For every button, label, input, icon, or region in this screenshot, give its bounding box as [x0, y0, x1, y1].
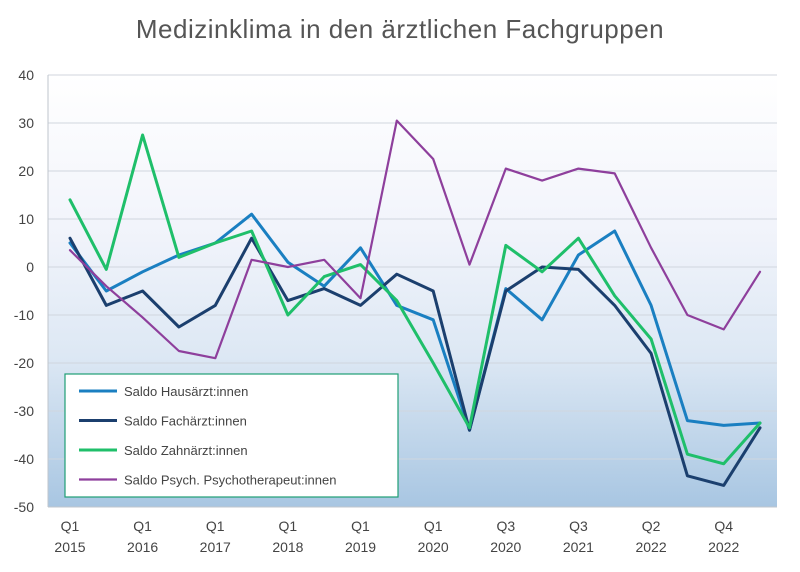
legend-label: Saldo Fachärzt:innen: [124, 414, 247, 429]
x-tick-label-quarter: Q3: [496, 518, 515, 534]
x-tick-label-quarter: Q1: [133, 518, 152, 534]
x-tick-label-year: 2017: [200, 539, 231, 555]
y-tick-label: 10: [18, 211, 34, 227]
x-tick-label-year: 2016: [127, 539, 158, 555]
x-tick-label-year: 2022: [708, 539, 739, 555]
series-line-4: [68, 119, 762, 360]
x-tick-label-year: 2021: [563, 539, 594, 555]
y-tick-label: -10: [14, 307, 34, 323]
legend-label: Saldo Hausärzt:innen: [124, 384, 248, 399]
y-tick-label: -50: [14, 499, 34, 515]
y-tick-label: 20: [18, 163, 34, 179]
axes: 40 30 20 10 0 -10 -20 -30 -40 -50 Q1 2015 Q1 2016 Q1 20…: [14, 67, 777, 555]
legend-label: Saldo Zahnärzt:innen: [124, 443, 248, 458]
series-line-1: [68, 212, 762, 432]
y-tick-label: 40: [18, 67, 34, 83]
x-tick-label-quarter: Q2: [642, 518, 661, 534]
x-tick-label-year: 2015: [54, 539, 85, 555]
y-tick-label: -20: [14, 355, 34, 371]
x-tick-label-quarter: Q1: [61, 518, 80, 534]
legend-box: [64, 373, 399, 498]
x-tick-label-year: 2018: [272, 539, 303, 555]
x-tick-label-year: 2019: [345, 539, 376, 555]
x-tick-label-year: 2020: [490, 539, 521, 555]
x-tick-label-quarter: Q3: [569, 518, 588, 534]
legend-label: Saldo Psych. Psychotherapeut:innen: [124, 473, 336, 488]
series-lines: [68, 119, 762, 487]
x-tick-label-quarter: Q1: [424, 518, 443, 534]
x-tick-label-year: 2020: [418, 539, 449, 555]
x-tick-label-year: 2022: [635, 539, 666, 555]
series-line-3: [68, 133, 762, 466]
y-tick-label: 30: [18, 115, 34, 131]
series-line-2: [68, 236, 762, 487]
y-tick-label: -30: [14, 403, 34, 419]
legend: Saldo Hausärzt:innen Saldo Fachärzt:innen…: [64, 373, 399, 498]
x-tick-label-quarter: Q4: [714, 518, 733, 534]
y-tick-label: 0: [26, 259, 34, 275]
x-tick-label-quarter: Q1: [206, 518, 225, 534]
chart-title: Medizinklima in den ärztlichen Fachgrupp…: [135, 14, 665, 44]
x-tick-label-quarter: Q1: [279, 518, 298, 534]
y-tick-label: -40: [14, 451, 34, 467]
x-tick-label-quarter: Q1: [351, 518, 370, 534]
